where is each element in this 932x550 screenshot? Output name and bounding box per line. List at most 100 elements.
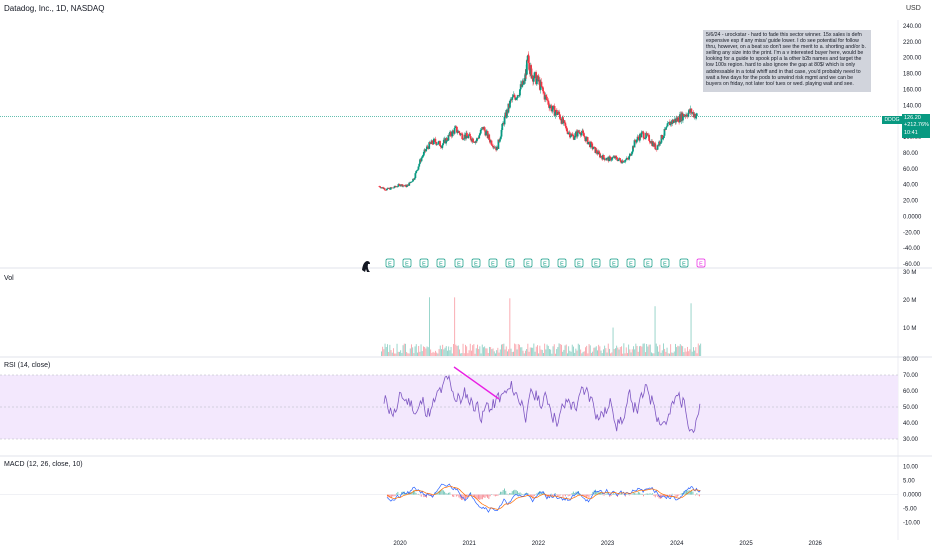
- volume-bar: [472, 345, 474, 356]
- macd-histogram-bar: [652, 493, 654, 495]
- volume-bar: [503, 343, 505, 356]
- ticker-price-label: DDOG: [882, 116, 902, 124]
- candle-body: [610, 159, 613, 161]
- candle-body: [644, 138, 647, 139]
- macd-histogram-bar: [695, 494, 696, 496]
- price-axis-tick: 60.00: [903, 167, 919, 173]
- earnings-badge: [523, 258, 533, 268]
- candle-body: [422, 152, 425, 156]
- earnings-badge-letter: E: [560, 262, 564, 268]
- candle-body: [551, 109, 554, 112]
- volume-bar: [648, 344, 650, 356]
- macd-histogram-bar: [506, 493, 508, 495]
- volume-bar: [573, 346, 574, 356]
- volume-bar: [592, 351, 594, 356]
- candle-body: [574, 133, 577, 138]
- volume-bar: [521, 347, 523, 356]
- price-axis-tick: 0.0000: [903, 214, 922, 220]
- volume-bar: [450, 346, 452, 356]
- time-axis-tick: 2020: [393, 541, 407, 547]
- volume-bar: [397, 351, 399, 356]
- rsi-trendline-drawing: [453, 366, 500, 400]
- volume-bar: [449, 350, 451, 356]
- candle-body: [478, 135, 481, 139]
- candle-body: [507, 103, 510, 113]
- macd-histogram-bar: [592, 491, 594, 495]
- volume-bar: [433, 352, 435, 356]
- candle-body: [571, 134, 574, 136]
- price-axis-tick: 200.00: [903, 56, 922, 62]
- candle-body: [411, 181, 414, 182]
- volume-bar: [613, 348, 615, 356]
- macd-histogram-bar: [632, 492, 634, 495]
- candle-body: [565, 127, 568, 132]
- candle-body: [474, 141, 477, 143]
- candle-body: [519, 89, 521, 96]
- macd-histogram-bar: [656, 494, 657, 496]
- volume-bar: [637, 351, 639, 356]
- volume-bar: [607, 343, 609, 356]
- note-annotation[interactable]: 5/6/24 - urockstar - hard to fade this s…: [703, 30, 871, 92]
- volume-bar: [653, 353, 655, 356]
- candle-body: [393, 185, 396, 188]
- candle-body: [505, 109, 508, 118]
- candle-body: [636, 136, 639, 140]
- candle-body: [537, 75, 540, 82]
- volume-bar: [562, 351, 564, 356]
- volume-bar: [557, 347, 559, 356]
- candle-body: [611, 157, 614, 160]
- volume-bar: [540, 349, 542, 356]
- volume-bar: [569, 350, 571, 356]
- macd-histogram-bar: [639, 492, 641, 495]
- candle-body: [582, 130, 584, 133]
- candle-body: [635, 139, 638, 143]
- candle-body: [530, 68, 533, 79]
- candle-body: [447, 134, 450, 141]
- candle-body: [509, 100, 511, 108]
- candle-body: [532, 78, 535, 82]
- macd-histogram-bar: [527, 493, 529, 495]
- candle-body: [615, 157, 618, 160]
- macd-histogram-bar: [549, 494, 551, 497]
- candle-body: [527, 55, 530, 57]
- volume-bar: [624, 353, 626, 356]
- currency-selector[interactable]: USD: [906, 5, 921, 12]
- macd-histogram-bar: [589, 494, 591, 496]
- macd-histogram-bar: [459, 494, 461, 499]
- last-price-label: 126.20 +212.76% 10:41: [902, 114, 930, 138]
- volume-bar: [640, 345, 642, 356]
- macd-axis-tick: 10.00: [903, 464, 919, 470]
- volume-bar: [615, 348, 616, 356]
- candle-body: [565, 126, 567, 128]
- macd-histogram-bar: [647, 493, 648, 495]
- candle-body: [459, 133, 462, 135]
- volume-bar: [643, 343, 645, 356]
- candle-body: [475, 138, 478, 142]
- candle-body: [585, 137, 587, 142]
- bar-countdown: 10:41: [904, 129, 918, 136]
- volume-bar: [636, 345, 638, 356]
- macd-histogram-bar: [640, 493, 642, 495]
- candle-body: [511, 96, 514, 100]
- macd-histogram-bar: [567, 494, 569, 497]
- macd-histogram-bar: [662, 494, 664, 497]
- volume-bar: [423, 346, 424, 356]
- volume-bar: [504, 349, 506, 356]
- candle-body: [454, 126, 457, 129]
- candle-body: [524, 73, 527, 81]
- volume-bar: [390, 350, 392, 356]
- volume-bar: [651, 352, 652, 356]
- time-axis-tick: 2024: [670, 541, 684, 547]
- volume-bar: [555, 353, 556, 356]
- volume-bar: [493, 351, 495, 356]
- candle-body: [625, 159, 627, 160]
- volume-bar: [443, 349, 445, 356]
- candle-body: [528, 69, 531, 71]
- candle-body: [453, 128, 456, 134]
- volume-bar: [473, 344, 475, 356]
- volume-bar: [393, 348, 394, 356]
- macd-histogram-bar: [488, 494, 490, 500]
- candle-body: [442, 139, 445, 144]
- volume-bar: [403, 343, 405, 356]
